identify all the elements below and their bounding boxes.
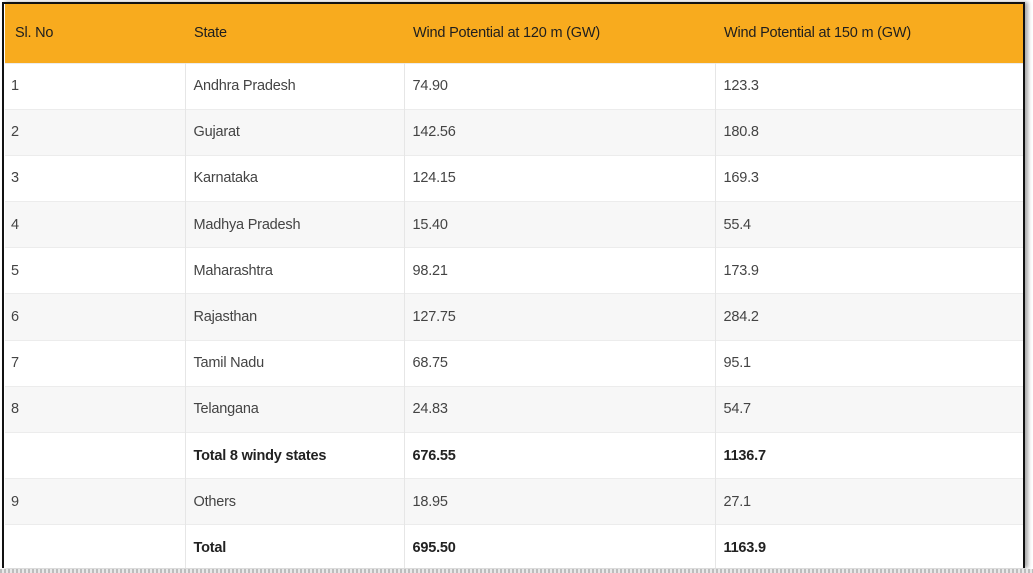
cell-wind-150: 1163.9 [715, 524, 1023, 568]
table-row: 1 Andhra Pradesh 74.90 123.3 [5, 62, 1023, 110]
cell-wind-120: 24.83 [404, 385, 716, 433]
header-state: State [194, 25, 227, 42]
table-row: 8 Telangana 24.83 54.7 [5, 385, 1023, 433]
cell-wind-150: 1136.7 [715, 431, 1023, 479]
cell-state: Telangana [185, 385, 405, 433]
table-row: 6 Rajasthan 127.75 284.2 [5, 293, 1023, 341]
cell-wind-120: 695.50 [404, 524, 716, 568]
cell-sl-no: 4 [5, 201, 186, 248]
header-wind-120: Wind Potential at 120 m (GW) [413, 25, 600, 42]
cell-wind-120: 15.40 [404, 201, 716, 248]
cell-state: Madhya Pradesh [185, 201, 405, 248]
cell-wind-120: 74.90 [404, 62, 716, 110]
cell-wind-150: 180.8 [715, 108, 1023, 156]
cell-wind-120: 68.75 [404, 339, 716, 387]
table-row: 7 Tamil Nadu 68.75 95.1 [5, 339, 1023, 387]
cell-wind-120: 124.15 [404, 154, 716, 202]
cell-sl-no: 2 [5, 108, 186, 156]
table-row: 9 Others 18.95 27.1 [5, 478, 1023, 525]
wind-potential-table: Sl. No State Wind Potential at 120 m (GW… [5, 4, 1023, 568]
cell-state: Total 8 windy states [185, 431, 405, 479]
cell-state: Tamil Nadu [185, 339, 405, 387]
table-row: 4 Madhya Pradesh 15.40 55.4 [5, 201, 1023, 248]
cell-sl-no: 7 [5, 339, 186, 387]
cell-wind-150: 55.4 [715, 201, 1023, 248]
cell-sl-no: 9 [5, 478, 186, 525]
table-row: Total 8 windy states 676.55 1136.7 [5, 431, 1023, 479]
cell-state: Maharashtra [185, 247, 405, 294]
cell-wind-150: 95.1 [715, 339, 1023, 387]
table-header: Sl. No State Wind Potential at 120 m (GW… [5, 4, 1023, 63]
cell-wind-150: 123.3 [715, 62, 1023, 110]
table-row: Total 695.50 1163.9 [5, 524, 1023, 568]
cell-state: Andhra Pradesh [185, 62, 405, 110]
cell-state: Rajasthan [185, 293, 405, 341]
cell-sl-no [5, 431, 186, 479]
page-bottom-border [0, 569, 1033, 573]
cell-sl-no [5, 524, 186, 568]
table-frame: Sl. No State Wind Potential at 120 m (GW… [2, 2, 1025, 568]
cell-wind-150: 27.1 [715, 478, 1023, 525]
cell-wind-150: 54.7 [715, 385, 1023, 433]
cell-sl-no: 3 [5, 154, 186, 202]
cell-wind-150: 284.2 [715, 293, 1023, 341]
header-wind-150: Wind Potential at 150 m (GW) [724, 25, 911, 42]
cell-wind-120: 18.95 [404, 478, 716, 525]
cell-state: Others [185, 478, 405, 525]
cell-state: Gujarat [185, 108, 405, 156]
cell-sl-no: 6 [5, 293, 186, 341]
cell-wind-120: 127.75 [404, 293, 716, 341]
cell-state: Karnataka [185, 154, 405, 202]
header-sl-no: Sl. No [15, 25, 54, 42]
cell-sl-no: 1 [5, 62, 186, 110]
table-row: 5 Maharashtra 98.21 173.9 [5, 247, 1023, 294]
table-body: 1 Andhra Pradesh 74.90 123.3 2 Gujarat 142.56 1… [5, 62, 1023, 568]
cell-sl-no: 5 [5, 247, 186, 294]
cell-wind-120: 676.55 [404, 431, 716, 479]
cell-wind-150: 169.3 [715, 154, 1023, 202]
cell-sl-no: 8 [5, 385, 186, 433]
cell-state: Total [185, 524, 405, 568]
cell-wind-120: 98.21 [404, 247, 716, 294]
table-row: 2 Gujarat 142.56 180.8 [5, 108, 1023, 156]
header-row: Sl. No State Wind Potential at 120 m (GW… [5, 4, 1023, 63]
table-row: 3 Karnataka 124.15 169.3 [5, 154, 1023, 202]
cell-wind-120: 142.56 [404, 108, 716, 156]
cell-wind-150: 173.9 [715, 247, 1023, 294]
